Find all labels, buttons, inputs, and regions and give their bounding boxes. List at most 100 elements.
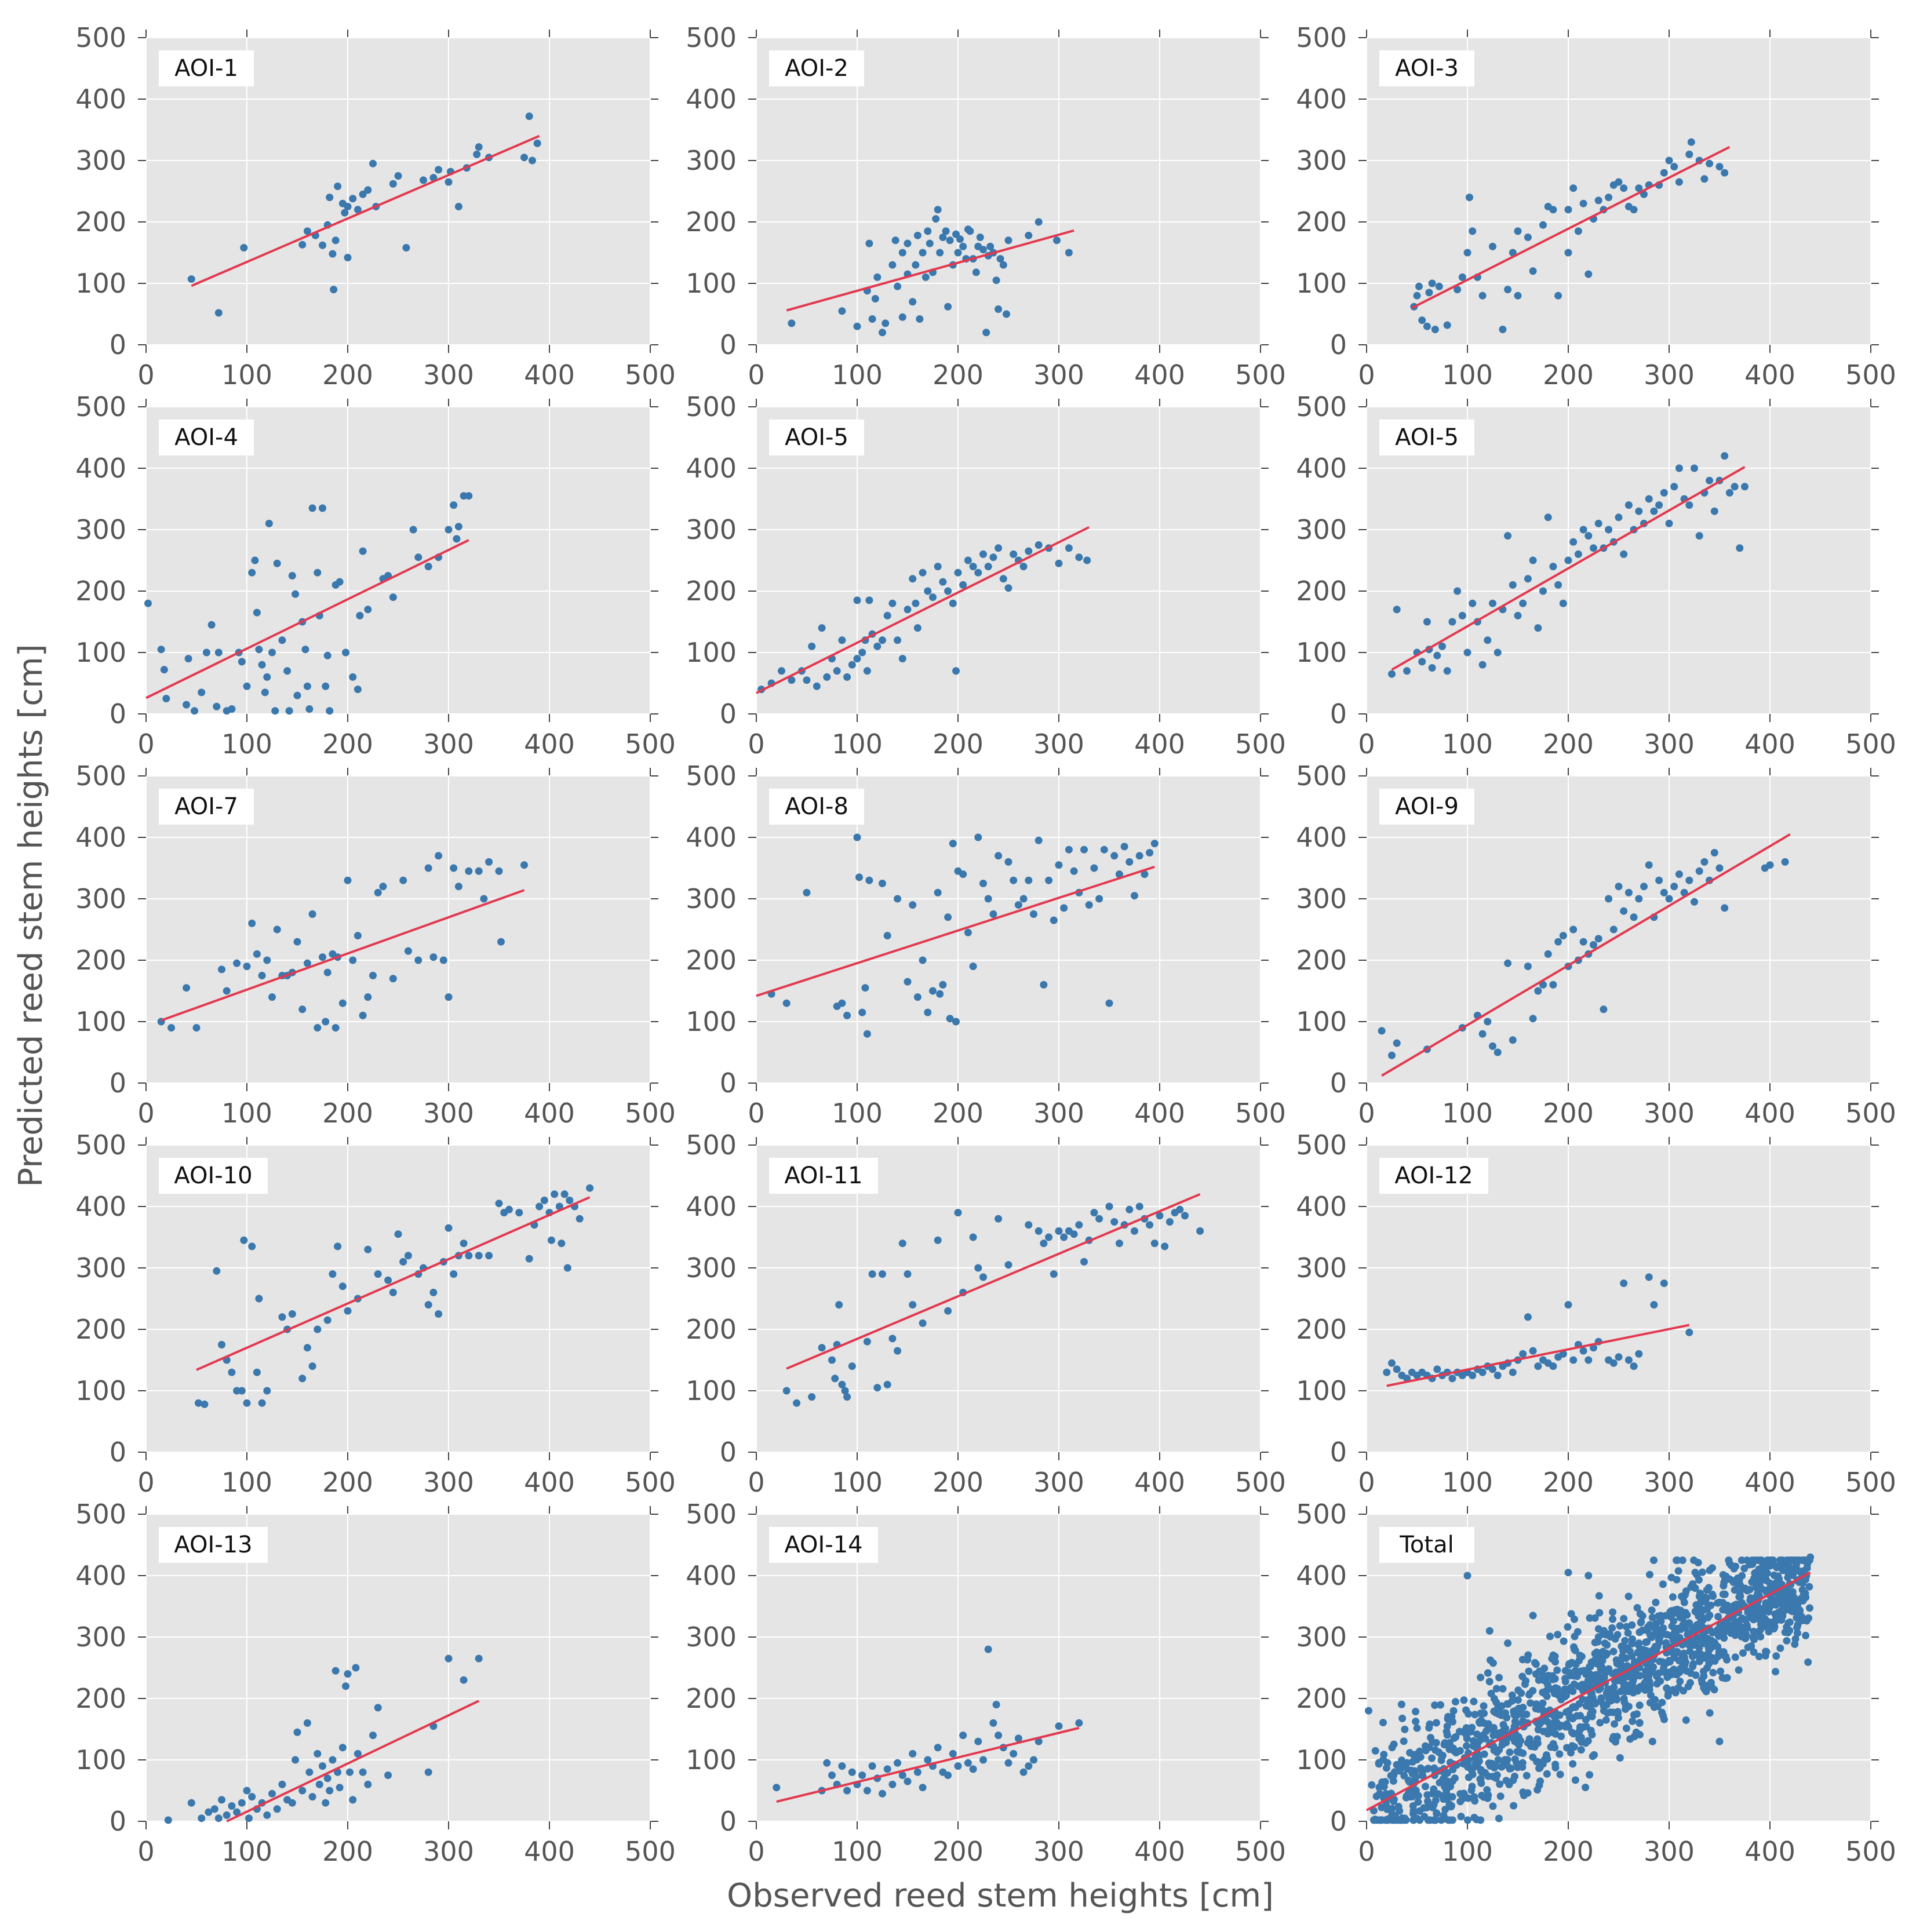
data-point [228,705,236,713]
data-point [1075,553,1083,562]
data-point [1450,1734,1458,1742]
data-point [1055,559,1063,567]
data-point [888,261,897,269]
data-point [1004,858,1012,866]
fit-line [756,865,1155,997]
data-point [326,194,334,202]
y-tick-label: 100 [686,268,737,299]
data-point [157,646,165,654]
panel-7: 0 100 200 300 400 500 0 100 200 300 400 500 AOI-7 [75,760,676,1129]
data-point [984,563,992,571]
data-point [891,236,899,245]
data-point [1700,175,1709,183]
data-point [838,1762,846,1770]
data-point [404,1252,412,1260]
panel-1: 0 100 200 300 400 500 0 100 200 300 400 500 AOI-1 [75,22,676,391]
y-tick-label: 0 [1330,1067,1347,1099]
data-point [1615,883,1623,891]
data-point [1715,1737,1724,1745]
panel-13: 0 100 200 300 400 500 0 100 200 300 400 500 AOI-13 [75,1499,676,1867]
data-point [1655,876,1663,884]
data-point [1444,1816,1452,1824]
data-point [999,261,1007,269]
data-point [1772,1668,1780,1676]
data-point [1040,1240,1048,1248]
x-tick-label: 500 [1845,1836,1896,1867]
data-point [904,1777,912,1785]
data-point [1770,1571,1778,1579]
data-point [858,648,866,657]
data-point [1485,1678,1494,1686]
data-point [1413,1814,1421,1822]
data-point [1630,1711,1638,1719]
data-point [1575,1682,1583,1690]
data-point [1609,1733,1618,1741]
data-point [831,1375,839,1383]
data-point [445,526,453,534]
data-point [409,526,417,534]
panel-title: AOI-13 [174,1532,252,1558]
data-point [369,159,377,167]
data-point [525,1255,533,1263]
x-tick-label: 200 [932,1098,984,1129]
x-tick-label: 500 [1235,1467,1286,1498]
data-point [1645,1672,1653,1681]
data-point [1458,611,1466,619]
data-point [1673,1647,1681,1656]
panel-title: AOI-8 [785,793,848,820]
data-point [1004,584,1012,592]
data-point [1779,1566,1787,1574]
data-point [1539,1699,1547,1707]
data-point [338,999,347,1007]
data-point [1742,1616,1750,1624]
data-point [399,1257,407,1266]
data-point [1451,1698,1459,1706]
y-tick-label: 200 [1296,945,1347,976]
data-point [924,587,932,595]
y-tick-label: 500 [75,1129,126,1161]
data-point [904,239,912,247]
data-point [1434,1790,1442,1798]
data-point [349,956,357,964]
x-tick-label: 0 [1358,359,1375,391]
data-point [1784,1619,1793,1627]
data-point [1691,1569,1699,1577]
data-point [332,1667,340,1675]
data-point [898,1771,906,1779]
data-point [338,1744,347,1752]
data-point [919,1319,927,1327]
data-point [921,273,930,281]
data-point [1762,1565,1770,1573]
panel-title: AOI-9 [1395,793,1459,820]
data-point [1735,1666,1743,1674]
y-tick-label: 200 [686,1683,737,1714]
y-tick-label: 300 [1296,883,1347,914]
data-point [201,1400,209,1408]
data-point [1739,1649,1747,1657]
y-tick-label: 300 [686,145,737,176]
data-point [1522,1710,1531,1718]
data-point [944,913,952,921]
data-point [1805,1614,1813,1622]
data-point [1720,1652,1728,1660]
data-point [929,987,937,995]
data-point [1025,231,1033,239]
data-point [1604,1685,1612,1693]
y-tick-label: 0 [720,1806,737,1837]
data-point [873,1384,881,1392]
data-point [205,1808,213,1816]
y-tick-label: 100 [1296,1375,1347,1406]
data-point [1423,322,1431,330]
data-point [1805,1604,1813,1612]
data-point [1569,925,1578,934]
data-point [952,1018,960,1026]
data-point [1660,489,1668,497]
data-point [1443,1731,1451,1739]
data-point [1489,1365,1496,1373]
data-point [1402,1794,1410,1802]
data-point [334,183,342,191]
data-point [1156,1212,1164,1220]
data-point [823,673,831,681]
data-point [1477,1709,1485,1718]
data-point [389,593,397,602]
